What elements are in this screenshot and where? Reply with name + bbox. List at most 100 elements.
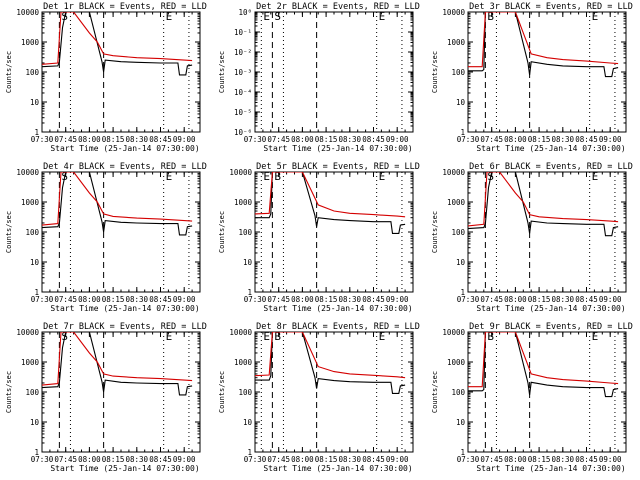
plot-frame — [41, 171, 201, 293]
y-tick-label: 10000 — [442, 8, 465, 17]
chart-panel-5: Det 5r BLACK = Events, RED = LLD 1 10 100 10… — [218, 162, 420, 313]
y-tick-label: 10 — [30, 418, 40, 427]
data-lines — [255, 172, 406, 234]
data-lines — [468, 12, 619, 78]
event-marker-label: B — [274, 170, 281, 183]
chart-title: Det 4r BLACK = Events, RED = LLD — [43, 162, 207, 172]
x-tick-label: 08:00 — [291, 295, 314, 304]
x-tick-label: 08:30 — [339, 295, 362, 304]
plot-frame — [254, 331, 414, 453]
event-marker-label: B — [487, 10, 494, 23]
plot-frame — [254, 171, 414, 293]
events-series-line — [42, 172, 193, 236]
y-tick-label: 10⁰ — [238, 8, 252, 17]
event-marker-label: E — [379, 10, 386, 23]
x-tick-label: 08:15 — [528, 455, 551, 464]
chart-panel-3: Det 3r BLACK = Events, RED = LLD 1 10 100 10… — [431, 2, 633, 153]
y-tick-label: 100 — [451, 388, 465, 397]
chart-panel-2: Det 2r BLACK = Events, RED = LLD 10⁻⁶ 10⁻⁵… — [218, 2, 420, 153]
event-marker-label: B — [487, 330, 494, 343]
y-tick-label: 1000 — [447, 198, 466, 207]
y-tick-label: 1 — [34, 288, 39, 297]
y-tick-label: 10 — [30, 98, 40, 107]
x-tick-label: 08:30 — [552, 135, 575, 144]
x-tick-label: 08:30 — [339, 455, 362, 464]
event-marker-label: E — [592, 10, 599, 23]
x-tick-label: 09:00 — [173, 295, 196, 304]
x-tick-label: 08:45 — [149, 295, 172, 304]
y-tick-label: 1000 — [21, 198, 40, 207]
lld-series-line — [42, 12, 193, 65]
chart-panel-4: Det 4r BLACK = Events, RED = LLD 1 10 100 10… — [5, 162, 207, 313]
y-tick-label: 1000 — [234, 358, 253, 367]
event-marker-label: E — [263, 330, 270, 343]
chart-title: Det 7r BLACK = Events, RED = LLD — [43, 322, 207, 332]
chart-title: Det 2r BLACK = Events, RED = LLD — [256, 2, 420, 12]
chart-panel-1: Det 1r BLACK = Events, RED = LLD 1 10 100 10… — [5, 2, 207, 153]
y-tick-label: 1 — [460, 288, 465, 297]
y-tick-label: 1 — [34, 128, 39, 137]
x-tick-label: 07:45 — [54, 295, 77, 304]
x-tick-label: 07:45 — [54, 455, 77, 464]
x-tick-label: 08:30 — [339, 135, 362, 144]
x-tick-label: 08:15 — [528, 295, 551, 304]
lld-series-line — [255, 332, 406, 379]
x-tick-label: 07:45 — [54, 135, 77, 144]
y-tick-label: 1000 — [447, 358, 466, 367]
x-tick-label: 08:00 — [504, 135, 527, 144]
y-tick-label: 10000 — [16, 328, 39, 337]
y-tick-label: 10000 — [229, 168, 252, 177]
x-tick-label: 08:15 — [315, 455, 338, 464]
y-tick-label: 1 — [247, 288, 252, 297]
y-tick-label: 1000 — [234, 198, 253, 207]
event-marker-label: E — [166, 10, 173, 23]
x-tick-label: 07:30 — [31, 455, 54, 464]
chart-panel-6: Det 6r BLACK = Events, RED = LLD 1 10 100 10… — [431, 162, 633, 313]
y-tick-label: 10000 — [442, 328, 465, 337]
event-marker-label: E — [379, 170, 386, 183]
y-axis-label: Counts/sec — [431, 51, 439, 93]
event-marker-label: E — [263, 10, 270, 23]
x-tick-label: 07:30 — [31, 135, 54, 144]
events-series-line — [468, 332, 619, 398]
x-tick-label: 08:00 — [504, 455, 527, 464]
y-tick-label: 10000 — [16, 168, 39, 177]
y-tick-label: 10 — [243, 258, 253, 267]
x-tick-label: 07:45 — [267, 135, 290, 144]
x-tick-label: 09:00 — [386, 295, 409, 304]
plot-frame — [467, 11, 627, 133]
x-tick-label: 07:30 — [244, 135, 267, 144]
events-series-line — [42, 332, 193, 396]
x-tick-label: 09:00 — [173, 455, 196, 464]
x-tick-label: 08:45 — [149, 455, 172, 464]
x-tick-label: 08:45 — [575, 455, 598, 464]
data-lines — [42, 172, 193, 236]
data-lines — [42, 332, 193, 396]
x-tick-label: 08:45 — [149, 135, 172, 144]
y-tick-label: 10000 — [229, 328, 252, 337]
x-tick-label: 08:45 — [362, 455, 385, 464]
plot-frame — [467, 331, 627, 453]
x-tick-label: 07:45 — [267, 295, 290, 304]
y-tick-label: 10 — [456, 258, 466, 267]
y-axis-label: Counts/sec — [218, 371, 226, 413]
lld-series-line — [42, 332, 193, 386]
x-axis-label: Start Time (25-Jan-14 07:30:00) — [476, 144, 625, 153]
event-marker-label: E — [166, 170, 173, 183]
x-tick-label: 08:45 — [362, 135, 385, 144]
x-tick-label: 07:30 — [31, 295, 54, 304]
y-tick-label: 100 — [451, 68, 465, 77]
plot-frame — [41, 11, 201, 133]
x-axis-label: Start Time (25-Jan-14 07:30:00) — [50, 464, 199, 473]
x-tick-label: 07:30 — [244, 295, 267, 304]
plot-frame — [41, 331, 201, 453]
y-tick-label: 1 — [460, 128, 465, 137]
chart-title: Det 6r BLACK = Events, RED = LLD — [469, 162, 633, 172]
x-tick-label: 07:45 — [267, 455, 290, 464]
x-tick-label: 08:15 — [528, 135, 551, 144]
x-tick-label: 08:30 — [126, 135, 149, 144]
x-tick-label: 08:15 — [102, 455, 125, 464]
y-tick-label: 10000 — [16, 8, 39, 17]
y-tick-label: 10⁻² — [234, 48, 252, 57]
